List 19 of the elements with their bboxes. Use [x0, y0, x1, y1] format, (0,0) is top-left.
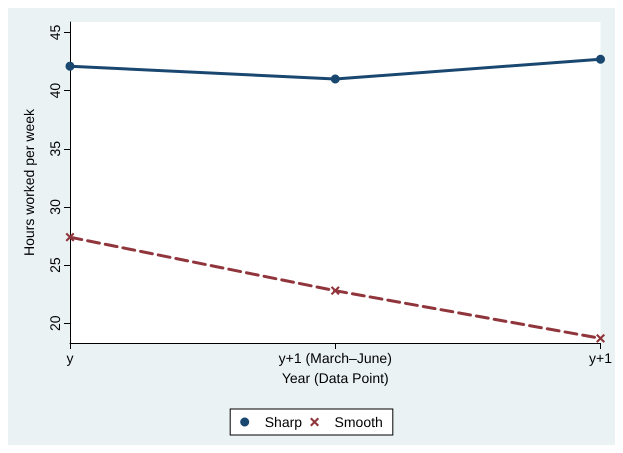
- y-tick-label: 40: [47, 82, 63, 98]
- y-tick-label: 45: [47, 24, 63, 40]
- x-tick-label: y: [66, 350, 74, 366]
- point: [330, 74, 340, 84]
- y-tick-label: 35: [47, 140, 63, 157]
- y-tick-label: 20: [47, 315, 63, 332]
- point: [330, 286, 340, 296]
- x-axis-title: Year (Data Point): [282, 370, 389, 386]
- point: [66, 232, 74, 242]
- point: [66, 62, 74, 71]
- y-axis-title: Hours worked per week: [21, 108, 37, 256]
- x-tick-label: y+1: [589, 350, 612, 366]
- point: [596, 54, 606, 64]
- x-tick-label: y+1 (March–June): [278, 350, 392, 366]
- legend-label: Smooth: [334, 414, 383, 430]
- y-tick-label: 25: [47, 257, 63, 273]
- y-tick-label: 30: [47, 198, 63, 215]
- point: [596, 334, 606, 343]
- legend-label: Sharp: [264, 414, 302, 430]
